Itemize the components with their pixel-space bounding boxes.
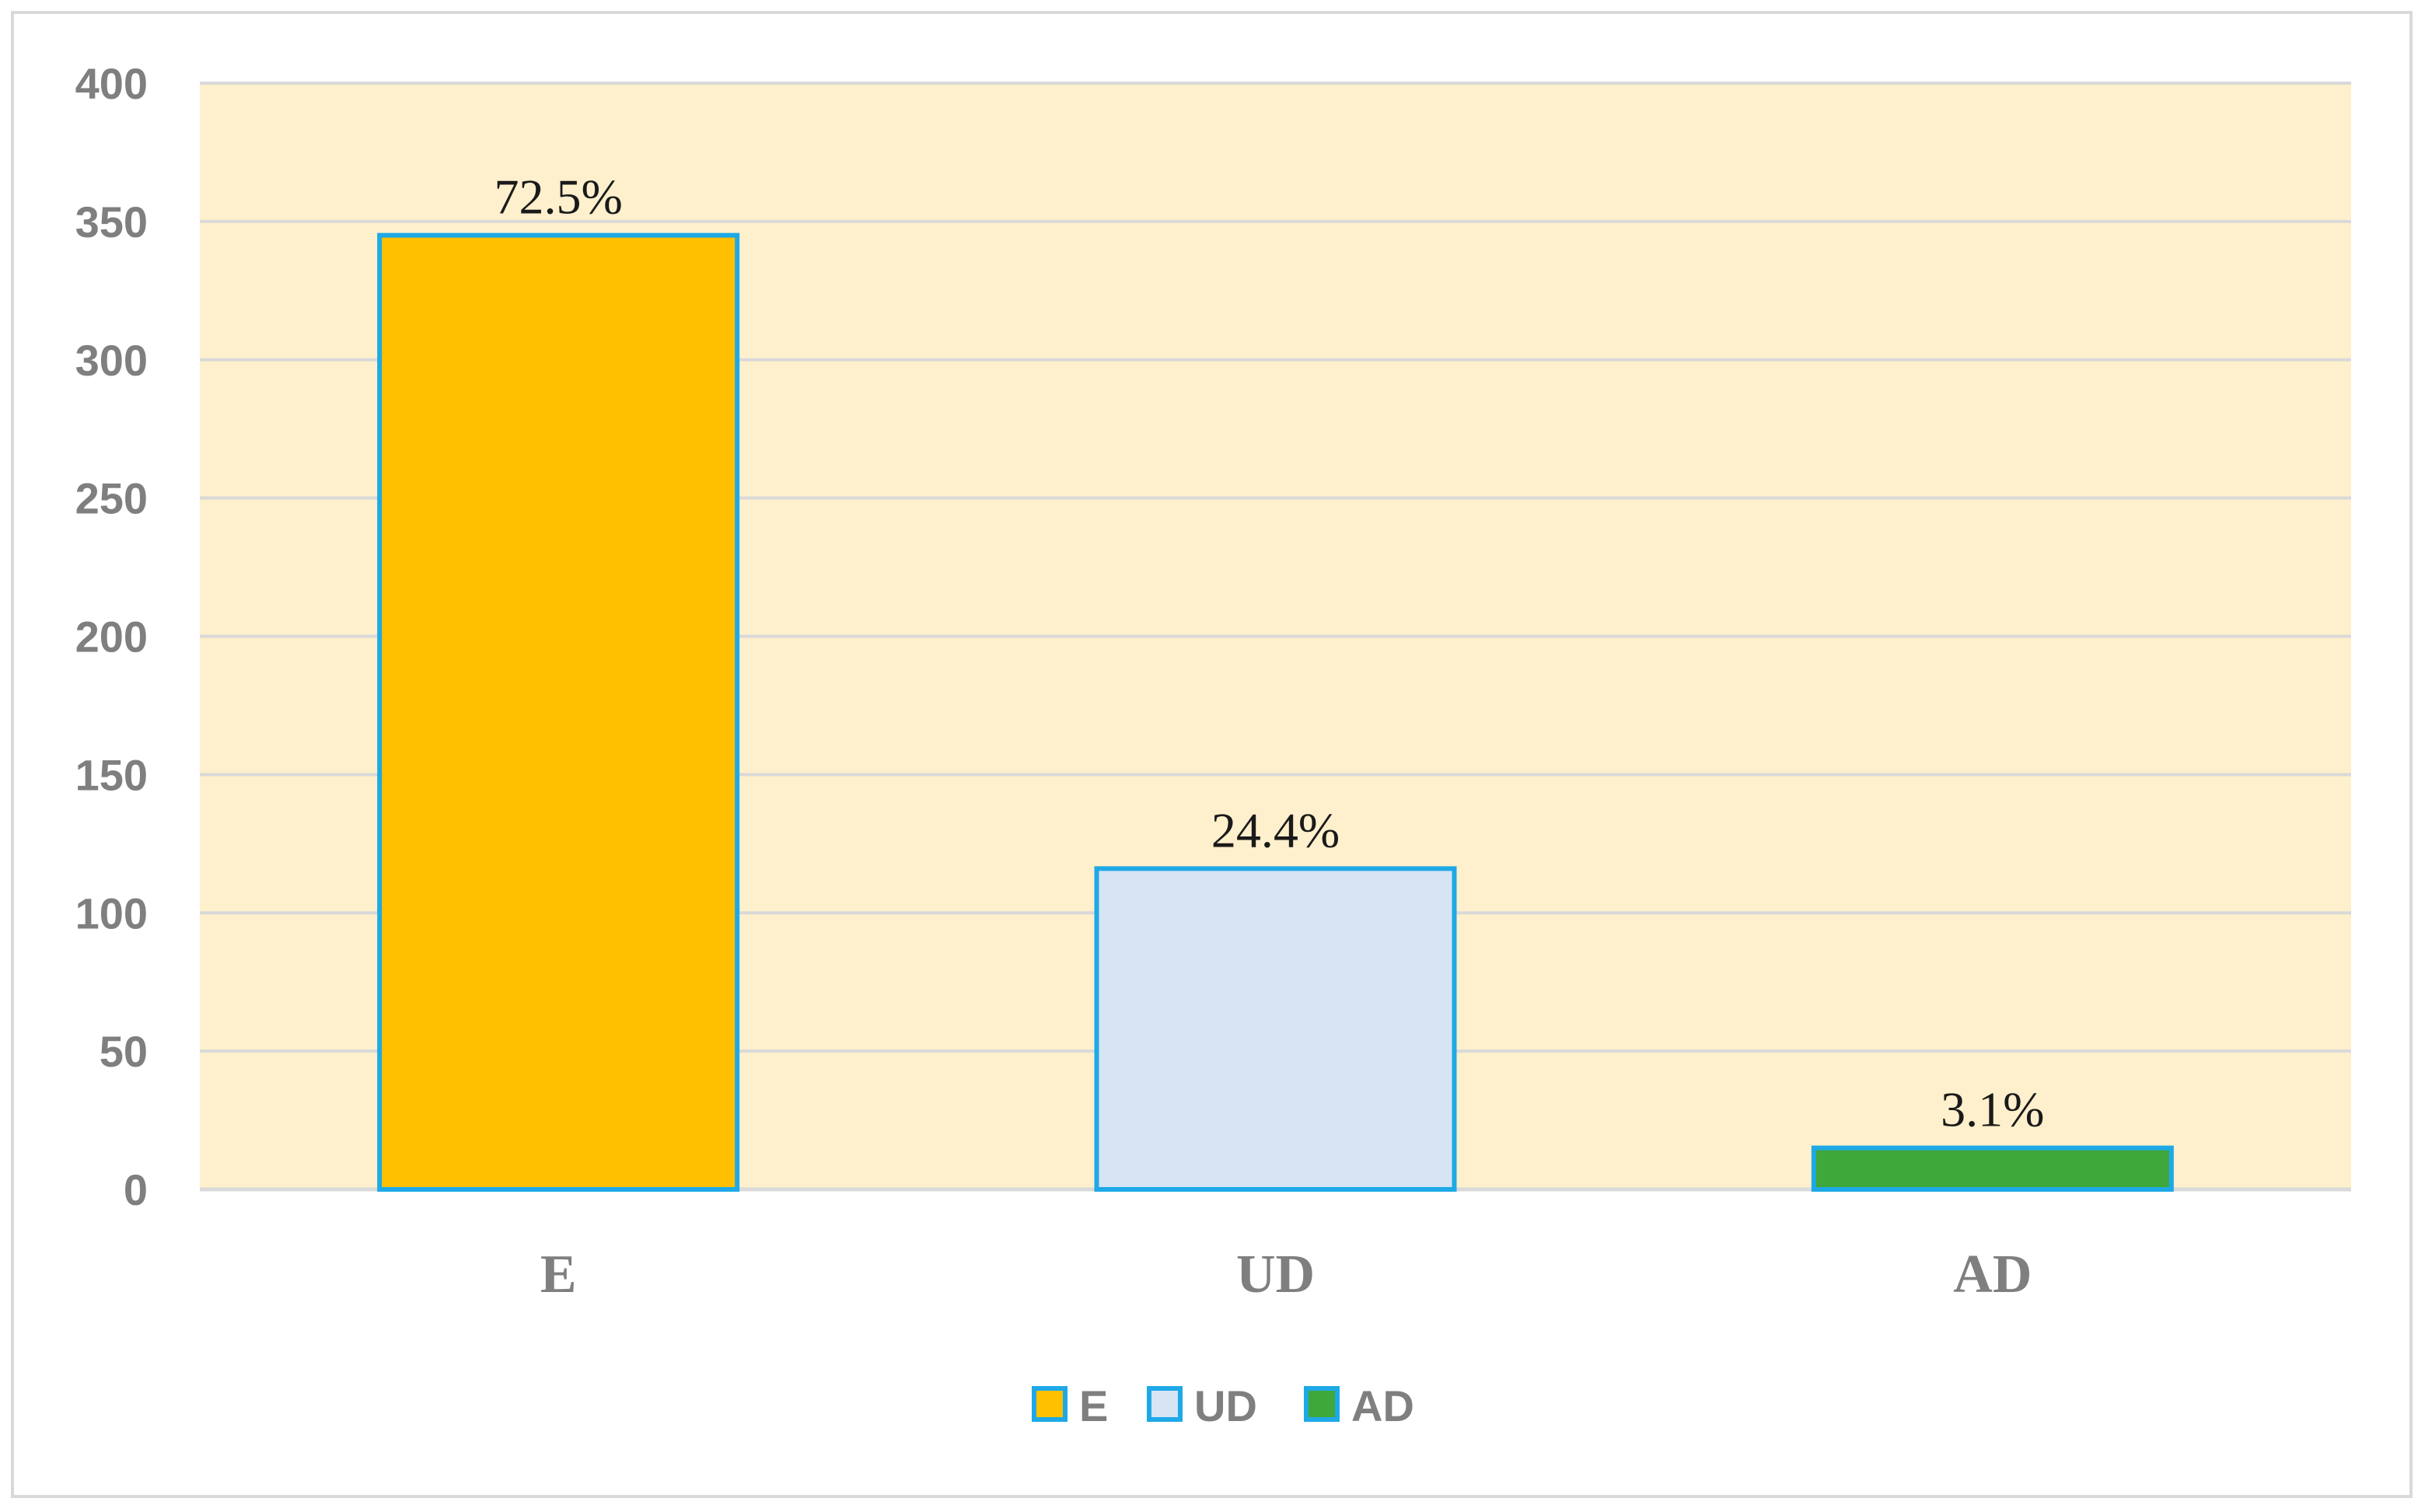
y-tick-label: 300	[75, 336, 148, 385]
x-tick-label: AD	[1953, 1245, 2032, 1304]
legend-swatch-e	[1032, 1386, 1067, 1422]
legend-label-ud: UD	[1194, 1381, 1257, 1430]
data-label: 24.4%	[1211, 802, 1340, 857]
legend-label-e: E	[1079, 1381, 1108, 1430]
bar-e	[377, 232, 740, 1192]
y-tick-label: 350	[75, 197, 148, 246]
y-tick-label: 400	[75, 59, 148, 108]
data-label: 3.1%	[1941, 1082, 2044, 1137]
bar-ad	[1811, 1145, 2174, 1192]
legend-swatch-ad	[1304, 1386, 1340, 1422]
bar-ud	[1094, 866, 1457, 1192]
y-tick-label: 0	[124, 1165, 148, 1214]
legend-swatch-ud	[1147, 1386, 1183, 1422]
x-tick-label: UD	[1236, 1245, 1315, 1304]
y-tick-label: 250	[75, 474, 148, 523]
y-tick-label: 50	[100, 1027, 148, 1076]
y-tick-label: 200	[75, 613, 148, 662]
legend-label-ad: AD	[1351, 1381, 1414, 1430]
x-tick-label: E	[540, 1245, 577, 1304]
y-tick-label: 150	[75, 750, 148, 799]
y-tick-label: 100	[75, 889, 148, 938]
data-label: 72.5%	[494, 169, 623, 225]
